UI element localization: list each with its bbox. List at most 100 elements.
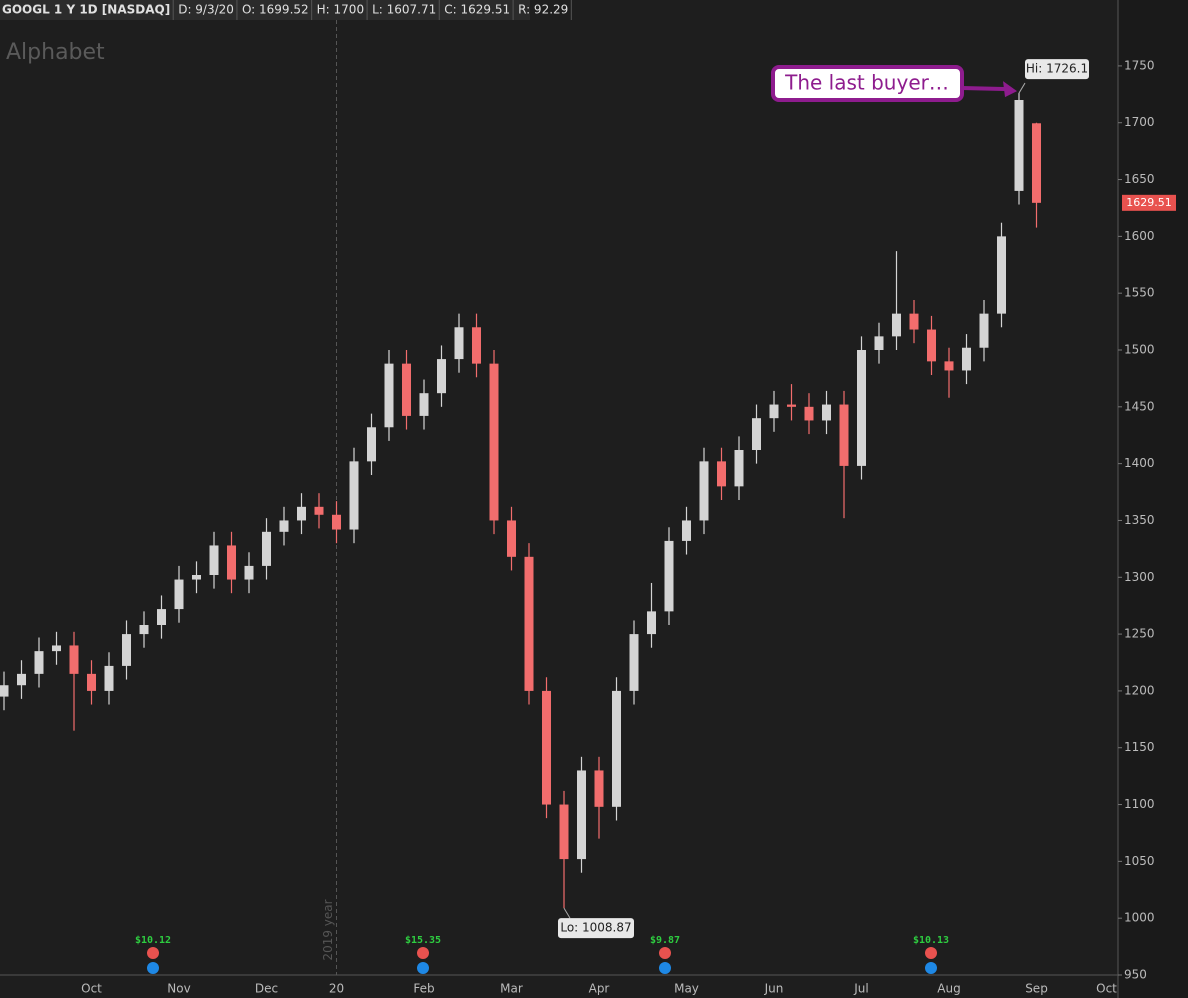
annotation-arrowhead xyxy=(1003,81,1017,98)
candle-body xyxy=(139,625,149,635)
lo-label: Lo: 1008.87 xyxy=(560,921,631,935)
candle-body xyxy=(979,313,989,348)
candle-body xyxy=(997,236,1006,314)
candle-body xyxy=(927,329,936,362)
candle-body xyxy=(209,545,219,575)
candle-body xyxy=(717,461,726,487)
y-tick-label: 1550 xyxy=(1124,286,1155,300)
x-tick-label: Sep xyxy=(1025,982,1048,996)
header-field: R: 92.29 xyxy=(518,3,568,17)
x-tick-label: Mar xyxy=(500,982,523,996)
y-tick-label: 1100 xyxy=(1124,797,1155,811)
y-tick-label: 1400 xyxy=(1124,456,1155,470)
y-axis-panel xyxy=(1118,0,1188,998)
event-label: $10.13 xyxy=(913,935,949,946)
event-label: $10.12 xyxy=(135,935,171,946)
candle-body xyxy=(559,804,569,860)
candle-body xyxy=(437,359,446,394)
candle-body xyxy=(542,690,551,805)
year-label: 2019 year xyxy=(321,899,335,960)
header-field: H: 1700 xyxy=(317,3,364,17)
candle-body xyxy=(122,634,131,666)
hi-label: Hi: 1726.1 xyxy=(1026,62,1088,76)
y-tick-label: 1000 xyxy=(1124,911,1155,925)
candle-body xyxy=(52,645,61,652)
candle-body xyxy=(314,506,324,515)
y-tick-label: 1300 xyxy=(1124,570,1155,584)
header-field: C: 1629.51 xyxy=(444,3,510,17)
watermark: Alphabet xyxy=(6,40,105,65)
candle-body xyxy=(349,461,359,530)
y-tick-label: 1350 xyxy=(1124,513,1155,527)
candle-body xyxy=(1032,123,1041,203)
x-tick-label: May xyxy=(674,982,699,996)
event-icon-info xyxy=(417,962,429,974)
candle-body xyxy=(874,336,884,350)
candle-body xyxy=(664,540,674,612)
candle-body xyxy=(804,406,814,421)
x-tick-label: 20 xyxy=(329,982,344,996)
candle-body xyxy=(17,673,26,686)
candle-body xyxy=(34,651,44,674)
candle-body xyxy=(489,363,499,521)
y-tick-label: 1250 xyxy=(1124,627,1155,641)
event-icon-dividend xyxy=(659,947,671,959)
candle-body xyxy=(157,609,166,625)
y-tick-label: 1750 xyxy=(1124,58,1155,72)
event-label: $15.35 xyxy=(405,935,441,946)
candle-body xyxy=(787,404,796,407)
lo-label-box xyxy=(558,918,634,939)
candle-body xyxy=(962,347,971,371)
candle-body xyxy=(892,313,901,337)
candle-body xyxy=(454,327,464,360)
candle-body xyxy=(227,545,236,580)
candle-body xyxy=(612,690,621,807)
event-icon-info xyxy=(147,962,159,974)
event-icon-info xyxy=(925,962,937,974)
candle-body xyxy=(577,770,586,860)
x-tick-label: Jul xyxy=(853,982,868,996)
annotation-text: The last buyer… xyxy=(784,71,949,95)
x-tick-label: Dec xyxy=(255,982,278,996)
event-icon-dividend xyxy=(417,947,429,959)
annotation-box xyxy=(771,65,964,102)
candle-body xyxy=(367,427,376,462)
hi-label-box xyxy=(1025,59,1089,80)
header-field: O: 1699.52 xyxy=(242,3,309,17)
y-tick-label: 1600 xyxy=(1124,229,1155,243)
header-background xyxy=(0,0,530,20)
candle-body xyxy=(647,611,656,635)
candle-body xyxy=(769,404,779,419)
candle-body xyxy=(594,770,604,807)
event-icon-info xyxy=(659,962,671,974)
hi-pointer xyxy=(1018,82,1026,94)
x-tick-label: Feb xyxy=(413,982,434,996)
x-tick-label: Nov xyxy=(167,982,190,996)
y-tick-label: 1200 xyxy=(1124,683,1155,697)
event-label: $9.87 xyxy=(650,935,680,946)
last-price-label: 1629.51 xyxy=(1126,196,1172,209)
event-icon-dividend xyxy=(925,947,937,959)
x-tick-label: Oct xyxy=(81,982,102,996)
candle-body xyxy=(244,565,254,580)
annotation-arrow xyxy=(961,86,1010,92)
candle-body xyxy=(402,363,411,416)
y-tick-label: 1450 xyxy=(1124,399,1155,413)
header-field: GOOGL 1 Y 1D [NASDAQ] xyxy=(2,3,170,17)
y-tick-label: 1150 xyxy=(1124,740,1155,754)
x-tick-label: Aug xyxy=(937,982,960,996)
y-tick-label: 1700 xyxy=(1124,115,1155,129)
candle-body xyxy=(332,514,341,530)
candle-body xyxy=(174,579,184,610)
candle-body xyxy=(262,531,271,566)
candle-body xyxy=(279,520,289,532)
last-price-box xyxy=(1122,194,1176,211)
header-bar: GOOGL 1 Y 1D [NASDAQ] D: 9/3/20 O: 1699.52… xyxy=(0,0,572,20)
y-tick-label: 1500 xyxy=(1124,343,1155,357)
candle-body xyxy=(0,685,9,697)
candle-body xyxy=(104,665,114,691)
lo-pointer xyxy=(563,907,571,919)
y-tick-label: 950 xyxy=(1124,968,1147,982)
